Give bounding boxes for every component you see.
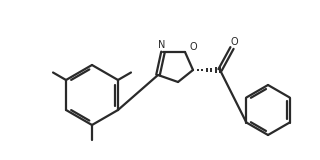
Text: N: N xyxy=(158,40,166,50)
Text: O: O xyxy=(230,37,238,47)
Text: O: O xyxy=(189,42,197,52)
